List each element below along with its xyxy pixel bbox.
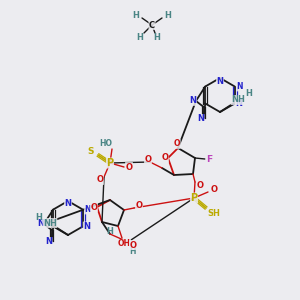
Text: O: O [91,202,98,211]
Text: O: O [161,154,169,163]
Text: O: O [211,184,218,194]
Text: H: H [246,89,252,98]
Text: N: N [45,238,52,246]
Text: HO: HO [100,139,112,148]
Text: S: S [88,146,94,155]
Text: H: H [154,34,160,43]
Text: H: H [165,11,171,20]
Text: H: H [36,212,42,221]
Text: N: N [85,205,91,214]
Text: NH: NH [43,218,57,227]
Text: N: N [38,219,44,229]
Text: N: N [64,200,71,208]
Text: O: O [136,202,142,211]
Text: H: H [133,11,140,20]
Text: O: O [145,154,152,164]
Text: F: F [206,154,212,164]
Text: H: H [129,248,135,256]
Text: O: O [97,176,104,184]
Text: OH: OH [118,239,130,248]
Text: O: O [196,182,203,190]
Text: N: N [197,114,204,124]
Text: O: O [125,163,133,172]
Text: O: O [130,241,136,250]
Text: N: N [236,82,243,91]
Text: O: O [174,140,180,148]
Text: N: N [189,96,197,105]
Text: SH: SH [208,209,220,218]
Text: N: N [235,99,242,108]
Text: P: P [190,193,198,203]
Text: N: N [83,222,90,231]
Text: H: H [136,34,143,43]
Text: N: N [217,76,224,85]
Text: P: P [106,158,114,168]
Text: NH: NH [231,95,245,104]
Text: C: C [149,20,155,29]
Text: H: H [106,227,113,236]
